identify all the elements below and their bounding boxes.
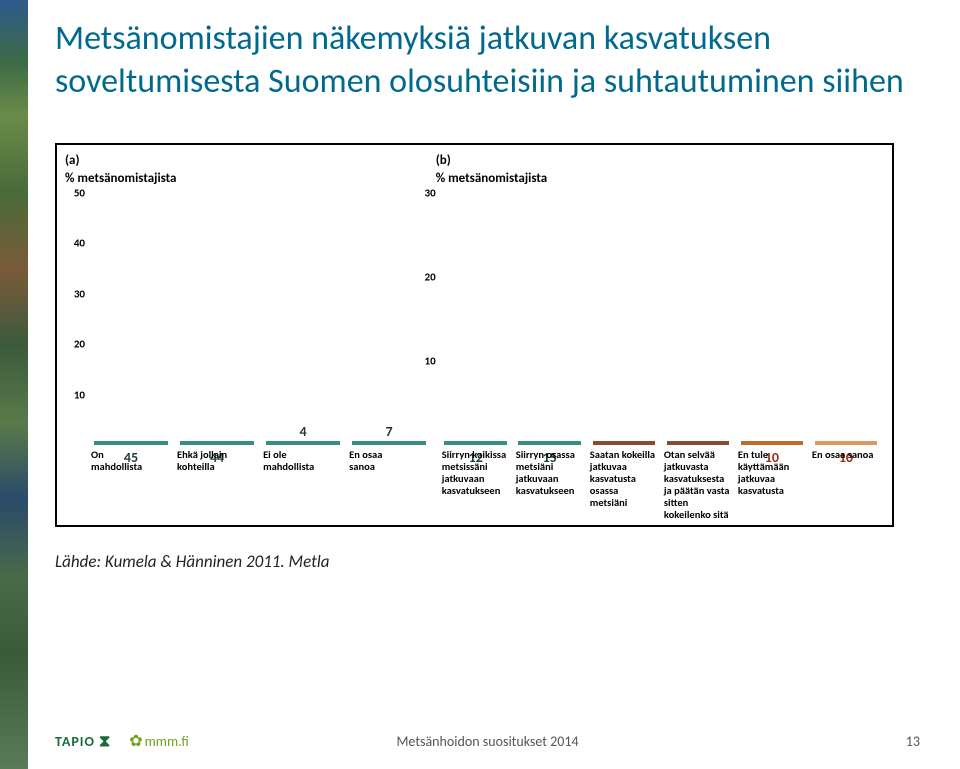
chart-panel-a: (a) % metsänomistajista 10 20 30 40 50 45444… <box>57 145 441 525</box>
bar-category-label: Siirryn osassa metsiäni jatkuvaan kasvat… <box>516 449 584 525</box>
page-title: Metsänomistajien näkemyksiä jatkuvan kas… <box>55 18 920 103</box>
panel-b-bars: 121525281010 <box>438 193 884 445</box>
bar-category-label: Siirryn kaikissa metsissäni jatkuvaan ka… <box>442 449 510 525</box>
panel-b-xlabels: Siirryn kaikissa metsissäni jatkuvaan ka… <box>438 445 884 525</box>
panel-a-xlabels: OnmahdollistaEhkä jollainkohteillaEi ole… <box>87 445 433 525</box>
bar-category-label: En osaa sanoa <box>812 449 880 525</box>
mmm-text: mmm.fi <box>145 733 189 750</box>
panel-a-bars: 454447 <box>87 193 433 445</box>
leaf-icon: ✿ <box>129 731 142 751</box>
bar-value: 4 <box>268 423 338 440</box>
footer-logos: TAPIO ⧗ ✿ mmm.fi <box>55 731 189 751</box>
chart-panel-b: (b) % metsänomistajista 10 20 30 121525281… <box>408 145 892 525</box>
panel-b-yaxis: 102030 <box>408 193 438 445</box>
decorative-sidebar-image <box>0 0 28 769</box>
tapio-text: TAPIO <box>55 733 95 750</box>
ytick: 10 <box>425 355 436 368</box>
bar-category-label: Ei olemahdollista <box>263 449 343 525</box>
panel-b-tag: (b) <box>436 153 451 168</box>
bar-category-label: Ehkä jollainkohteilla <box>177 449 257 525</box>
ytick: 20 <box>74 338 85 351</box>
bar-category-label: En tule käyttämään jatkuvaa kasvatusta <box>738 449 806 525</box>
page-number: 13 <box>906 733 920 750</box>
ytick: 20 <box>425 271 436 284</box>
panel-a-yaxis: 1020304050 <box>57 193 87 445</box>
bar-category-label: Otan selvää jatkuvasta kasvatuksesta ja … <box>664 449 732 525</box>
source-citation: Lähde: Kumela & Hänninen 2011. Metla <box>55 551 920 572</box>
panel-a-tag: (a) <box>65 153 80 168</box>
slide-content: Metsänomistajien näkemyksiä jatkuvan kas… <box>55 18 920 572</box>
ytick: 30 <box>74 287 85 300</box>
ytick: 40 <box>74 237 85 250</box>
chart-frame: (a) % metsänomistajista 10 20 30 40 50 45444… <box>55 143 894 527</box>
mmm-logo: ✿ mmm.fi <box>129 731 189 751</box>
ytick: 50 <box>74 187 85 200</box>
tapio-logo: TAPIO ⧗ <box>55 732 111 751</box>
panel-a-ylabel: % metsänomistajista <box>65 171 176 186</box>
bar-category-label: Onmahdollista <box>91 449 171 525</box>
tree-icon: ⧗ <box>99 732 111 751</box>
ytick: 10 <box>74 388 85 401</box>
bar-category-label: Saatan kokeilla jatkuvaa kasvatusta osas… <box>590 449 658 525</box>
panel-b-ylabel: % metsänomistajista <box>436 171 547 186</box>
slide-footer: TAPIO ⧗ ✿ mmm.fi Metsänhoidon suositukse… <box>55 731 920 751</box>
ytick: 30 <box>425 187 436 200</box>
